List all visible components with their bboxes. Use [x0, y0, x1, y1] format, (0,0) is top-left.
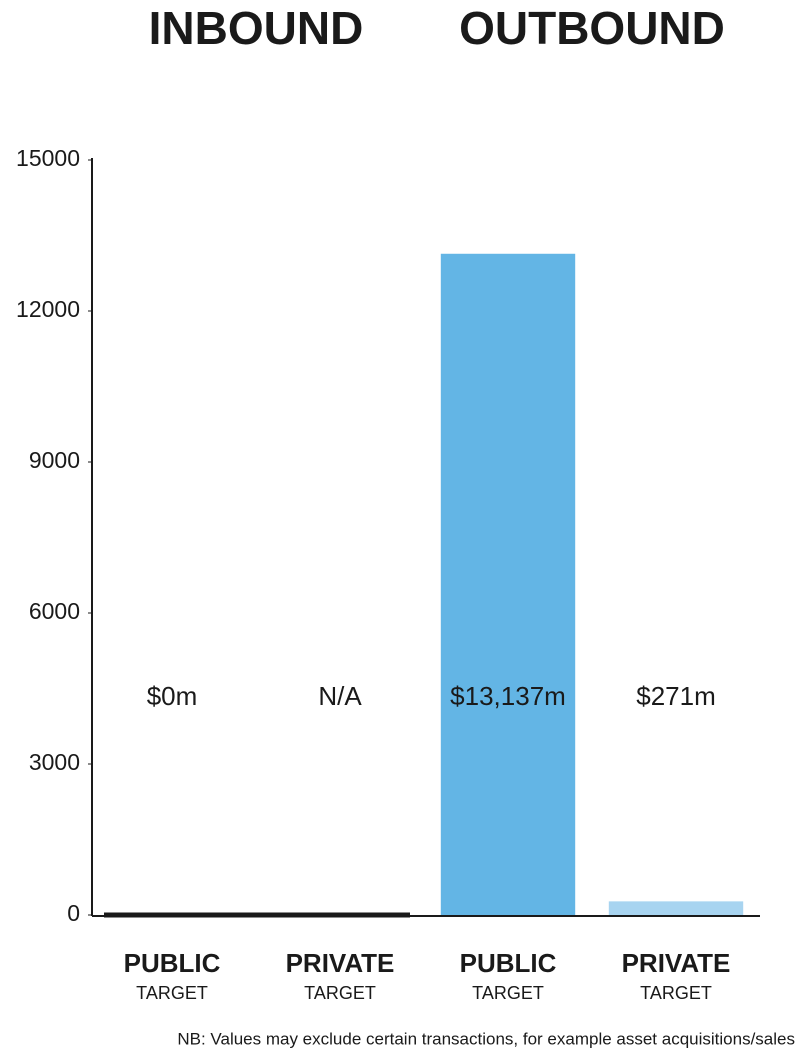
group-label: INBOUND: [149, 2, 364, 54]
value-label: $13,137m: [450, 681, 566, 711]
bar: [440, 253, 576, 915]
x-tick-label: PUBLIC: [460, 948, 557, 978]
y-tick-label: 9000: [29, 447, 80, 473]
value-label: $271m: [636, 681, 716, 711]
y-tick-label: 6000: [29, 598, 80, 624]
note: NB: Values may exclude certain transacti…: [177, 1029, 795, 1048]
y-tick-label: 0: [67, 900, 80, 926]
x-tick-label: PRIVATE: [622, 948, 731, 978]
group-label: OUTBOUND: [459, 2, 725, 54]
y-tick-label: 12000: [16, 296, 80, 322]
x-tick-sublabel: TARGET: [304, 983, 376, 1003]
x-tick-sublabel: TARGET: [640, 983, 712, 1003]
x-tick-sublabel: TARGET: [472, 983, 544, 1003]
value-label: $0m: [147, 681, 198, 711]
bar: [608, 901, 744, 915]
y-tick-label: 3000: [29, 749, 80, 775]
y-tick-label: 15000: [16, 145, 80, 171]
x-tick-label: PRIVATE: [286, 948, 395, 978]
x-tick-sublabel: TARGET: [136, 983, 208, 1003]
x-tick-label: PUBLIC: [124, 948, 221, 978]
value-label: N/A: [318, 681, 362, 711]
